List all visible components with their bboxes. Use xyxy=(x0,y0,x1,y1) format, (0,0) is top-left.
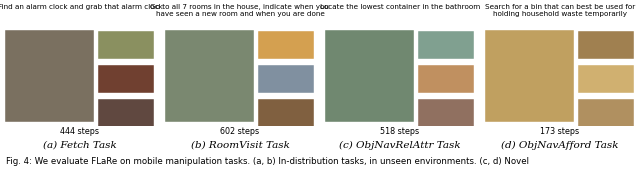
Bar xyxy=(484,30,574,122)
Bar xyxy=(99,99,154,127)
Bar xyxy=(419,65,474,93)
Text: Find an alarm clock and grab that alarm clock: Find an alarm clock and grab that alarm … xyxy=(0,4,163,10)
Text: Locate the lowest container in the bathroom: Locate the lowest container in the bathr… xyxy=(320,4,480,10)
Text: (d) ObjNavAfford Task: (d) ObjNavAfford Task xyxy=(501,141,619,150)
Bar xyxy=(99,65,154,93)
Bar xyxy=(419,99,474,127)
Text: 518 steps: 518 steps xyxy=(380,127,420,136)
Bar xyxy=(324,30,414,122)
Bar xyxy=(164,30,254,122)
Bar xyxy=(259,31,314,59)
Text: Search for a bin that can best be used for
holding household waste temporarily: Search for a bin that can best be used f… xyxy=(485,4,635,17)
Text: Fig. 4: We evaluate FLaRe on mobile manipulation tasks. (a, b) In-distribution t: Fig. 4: We evaluate FLaRe on mobile mani… xyxy=(6,157,529,166)
Bar xyxy=(579,31,634,59)
Text: (a) Fetch Task: (a) Fetch Task xyxy=(43,141,117,150)
Text: (b) RoomVisit Task: (b) RoomVisit Task xyxy=(191,141,289,150)
Bar xyxy=(579,99,634,127)
Bar xyxy=(419,31,474,59)
Text: 444 steps: 444 steps xyxy=(61,127,99,136)
Text: 173 steps: 173 steps xyxy=(540,127,580,136)
Bar xyxy=(579,65,634,93)
Text: (c) ObjNavRelAttr Task: (c) ObjNavRelAttr Task xyxy=(339,141,461,150)
Bar xyxy=(259,65,314,93)
Bar xyxy=(99,31,154,59)
Text: 602 steps: 602 steps xyxy=(220,127,260,136)
Bar xyxy=(4,30,94,122)
Text: Go to all 7 rooms in the house, indicate when you
have seen a new room and when : Go to all 7 rooms in the house, indicate… xyxy=(150,4,330,17)
Bar xyxy=(259,99,314,127)
